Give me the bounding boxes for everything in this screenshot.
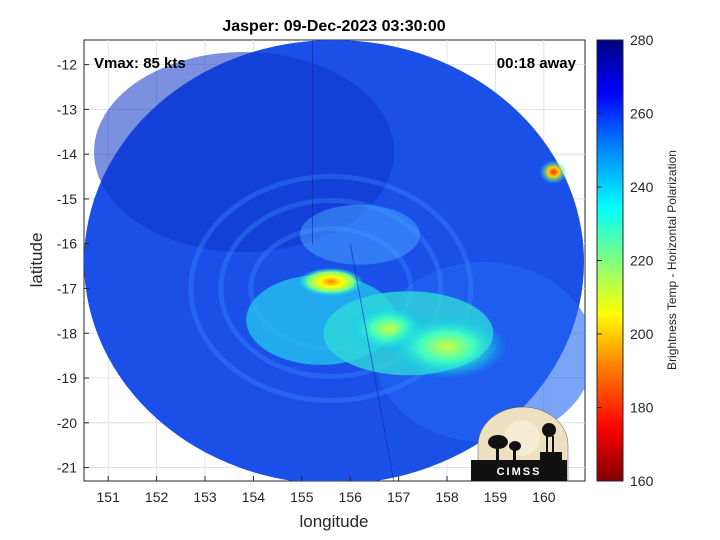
swath-cold-region bbox=[94, 52, 394, 252]
colorbar-ticks: 160 180 200 220 240 260 280 bbox=[597, 32, 654, 489]
rainband-ring bbox=[218, 197, 444, 379]
colorbar-tick-label: 280 bbox=[630, 32, 654, 48]
colorbar-tick-label: 240 bbox=[630, 179, 654, 195]
y-tick-label: -12 bbox=[57, 57, 77, 73]
x-tick-label: 152 bbox=[145, 489, 169, 505]
x-tick-label: 154 bbox=[242, 489, 266, 505]
x-tick-label: 158 bbox=[435, 489, 459, 505]
swath-seam bbox=[349, 243, 395, 481]
rainband-area-north bbox=[299, 204, 420, 265]
colorbar-tick-label: 260 bbox=[630, 106, 654, 122]
feature-convection-northeast bbox=[539, 160, 568, 185]
x-tick-label: 156 bbox=[339, 489, 363, 505]
x-tick-label: 151 bbox=[97, 489, 121, 505]
y-tick-label: -17 bbox=[57, 280, 77, 296]
y-tick-label: -14 bbox=[57, 146, 77, 162]
y-tick-label: -15 bbox=[57, 191, 77, 207]
y-axis-title: latitude bbox=[27, 233, 46, 288]
rainband-ring bbox=[188, 173, 474, 403]
colorbar-tick-label: 220 bbox=[630, 253, 654, 269]
feature-rainband-east bbox=[387, 314, 508, 379]
feature-eyewall-cold-core bbox=[298, 267, 363, 296]
x-tick-label: 157 bbox=[387, 489, 411, 505]
vmax-annotation: Vmax: 85 kts bbox=[94, 55, 186, 72]
x-tick-label: 159 bbox=[484, 489, 508, 505]
x-tick-label: 153 bbox=[193, 489, 217, 505]
cimss-logo: CIMSS bbox=[471, 406, 569, 481]
colorbar: 160 180 200 220 240 260 280 Brightness Temp - … bbox=[596, 32, 679, 489]
colorbar-tick-label: 200 bbox=[630, 326, 654, 342]
colorbar-tick-label: 160 bbox=[630, 473, 654, 489]
y-tick-label: -21 bbox=[57, 460, 77, 476]
cimss-logo-text: CIMSS bbox=[497, 466, 542, 478]
x-tick-label: 155 bbox=[290, 489, 314, 505]
x-axis: 151 152 153 154 155 156 157 158 159 160 bbox=[97, 476, 556, 505]
colorbar-label: Brightness Temp - Horizontal Polarizatio… bbox=[665, 150, 679, 370]
time-away-annotation: 00:18 away bbox=[497, 55, 577, 72]
heatmap-swath bbox=[84, 40, 585, 481]
plot-title: Jasper: 09-Dec-2023 03:30:00 bbox=[222, 18, 445, 35]
y-tick-label: -18 bbox=[57, 325, 77, 341]
x-axis-title: longitude bbox=[299, 512, 368, 531]
y-tick-label: -13 bbox=[57, 101, 77, 117]
y-tick-label: -20 bbox=[57, 415, 77, 431]
y-tick-label: -19 bbox=[57, 370, 77, 386]
y-tick-label: -16 bbox=[57, 236, 77, 252]
colorbar-tick-label: 180 bbox=[630, 400, 654, 416]
x-tick-label: 160 bbox=[532, 489, 556, 505]
y-axis: -12 -13 -14 -15 -16 -17 -18 -19 -20 -21 bbox=[57, 57, 89, 476]
